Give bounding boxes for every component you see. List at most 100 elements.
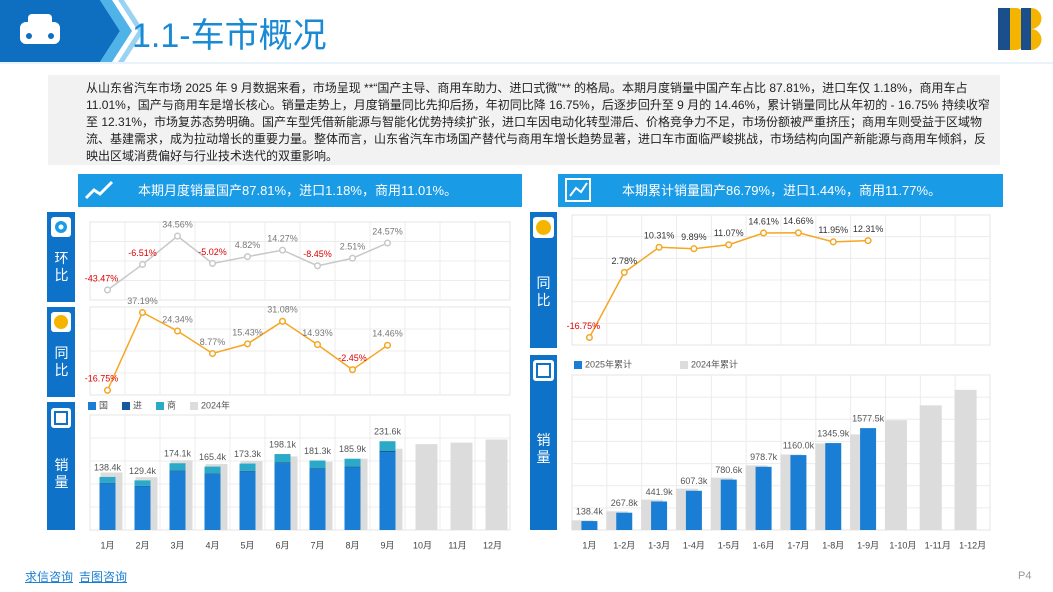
total-label: 174.1k — [164, 449, 192, 459]
bar-segment — [755, 466, 772, 530]
reference-bar — [884, 420, 907, 530]
total-label: 441.9k — [646, 487, 674, 497]
point — [208, 259, 217, 267]
bar-segment — [790, 455, 807, 530]
panel-title: 本期月度销量国产87.81%，进口1.18%，商用11.01%。 — [138, 183, 458, 198]
data-label: 14.61% — [748, 216, 779, 226]
bar-segment — [204, 466, 221, 474]
x-tick-label: 1-9月 — [857, 540, 879, 550]
data-label: 12.31% — [853, 224, 884, 234]
legend-label: 国 — [99, 400, 108, 410]
legend-swatch — [156, 402, 164, 410]
footer-link[interactable]: 吉图咨询 — [79, 570, 128, 584]
legend-label: 进 — [133, 400, 142, 410]
point — [794, 229, 802, 237]
bar-segment — [99, 482, 116, 484]
legend-swatch — [122, 402, 130, 410]
total-label: 129.4k — [129, 466, 157, 476]
total-label: 607.3k — [680, 476, 708, 486]
bar-segment — [274, 463, 291, 530]
point — [173, 232, 182, 240]
x-tick-label: 3月 — [170, 540, 184, 550]
bar-segment — [685, 490, 702, 530]
point — [383, 341, 392, 349]
total-label: 181.3k — [304, 446, 332, 456]
point — [348, 366, 357, 374]
legend-label: 2024年累计 — [691, 358, 738, 369]
data-label: 14.66% — [783, 216, 814, 226]
x-tick-label: 1-5月 — [718, 540, 740, 550]
point — [103, 286, 112, 294]
reference-bar — [450, 442, 473, 530]
total-label: 780.6k — [715, 465, 743, 475]
point — [103, 386, 112, 394]
x-tick-label: 1月 — [100, 540, 114, 550]
total-label: 1160.0k — [783, 440, 815, 450]
x-tick-label: 1-6月 — [753, 540, 775, 550]
point — [278, 246, 287, 254]
x-tick-label: 1月 — [582, 540, 596, 550]
bar-segment — [134, 486, 151, 530]
bar-segment — [379, 441, 396, 451]
data-label: 37.19% — [127, 296, 158, 306]
bar-segment — [860, 428, 877, 530]
data-label: 24.57% — [372, 226, 403, 236]
x-tick-label: 1-11月 — [925, 540, 951, 550]
point — [760, 229, 768, 237]
page-title: 1.1-车市概况 — [132, 17, 327, 55]
x-tick-label: 7月 — [310, 540, 324, 550]
point — [829, 238, 837, 246]
bar-segment — [134, 485, 151, 487]
data-label: 2.51% — [340, 242, 366, 252]
total-label: 267.8k — [611, 498, 639, 508]
data-label: 31.08% — [267, 305, 298, 315]
point — [725, 241, 733, 249]
side-label: 同比 — [536, 275, 551, 308]
reference-bar — [919, 405, 942, 530]
data-label: -16.75% — [85, 374, 119, 384]
point — [243, 340, 252, 348]
bar-segment — [239, 463, 256, 471]
footer-link[interactable]: 求信咨询 — [25, 570, 74, 584]
legend-label: 商 — [167, 399, 176, 410]
bar-segment — [581, 521, 598, 530]
data-label: 11.95% — [818, 225, 848, 235]
point — [243, 253, 252, 261]
bar-segment — [239, 471, 256, 530]
total-label: 198.1k — [269, 439, 297, 449]
point — [138, 308, 147, 317]
x-tick-label: 12月 — [483, 540, 502, 550]
total-label: 231.6k — [374, 427, 402, 437]
bar-segment — [379, 450, 396, 453]
x-tick-label: 11月 — [448, 540, 466, 550]
x-tick-label: 1-7月 — [787, 540, 809, 550]
bar-segment — [134, 480, 151, 486]
point — [313, 262, 322, 270]
point — [585, 333, 593, 342]
data-label: -43.47% — [85, 273, 119, 283]
total-label: 1345.9k — [817, 428, 850, 438]
bar-segment — [274, 454, 291, 463]
side-label: 销量 — [54, 457, 69, 490]
total-label: 185.9k — [339, 444, 367, 454]
legend-label: 2025年累计 — [585, 358, 632, 369]
data-label: 10.31% — [644, 231, 675, 241]
bar-segment — [169, 463, 186, 471]
page-number: P4 — [1018, 570, 1032, 582]
legend-swatch — [574, 361, 582, 369]
reference-bar — [954, 389, 977, 530]
data-label: -6.51% — [128, 248, 157, 258]
data-label: -5.02% — [198, 247, 227, 257]
x-tick-label: 1-12月 — [959, 540, 986, 550]
point — [620, 268, 628, 276]
data-label: 14.93% — [302, 328, 333, 338]
panel-header — [78, 174, 1003, 207]
data-label: 14.46% — [372, 329, 403, 339]
data-label: 8.77% — [200, 337, 226, 347]
x-tick-label: 5月 — [240, 540, 254, 550]
side-label: 环比 — [54, 250, 69, 283]
total-label: 1577.5k — [852, 413, 885, 423]
bar-segment — [309, 468, 326, 469]
reference-bar — [485, 439, 508, 530]
